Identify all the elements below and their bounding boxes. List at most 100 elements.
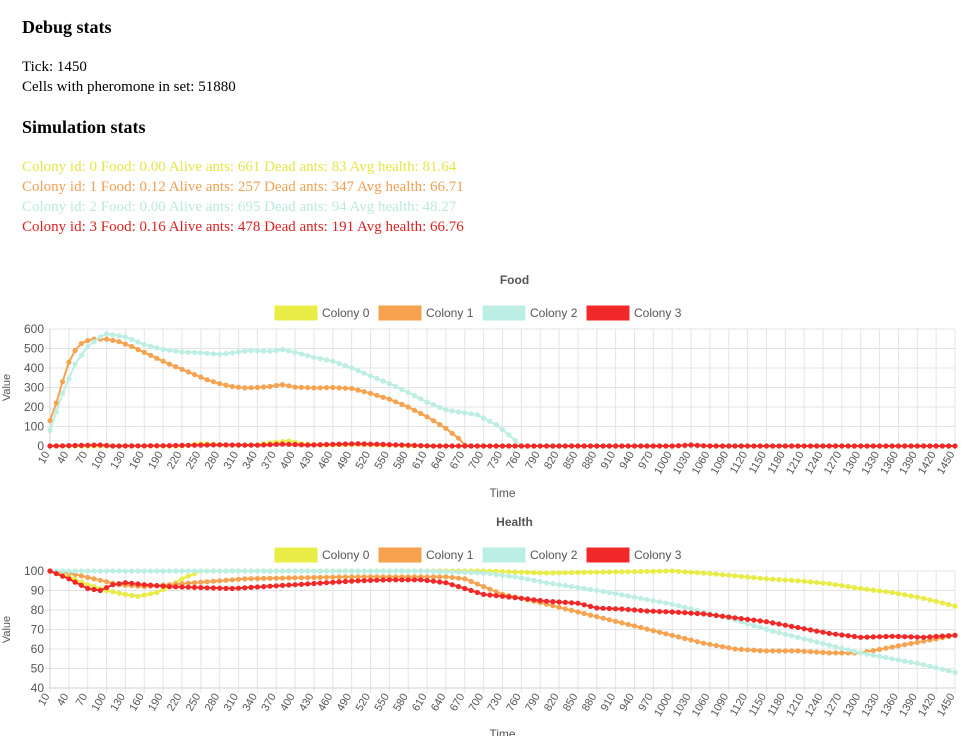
data-point <box>122 334 128 340</box>
data-point <box>587 612 594 618</box>
data-point <box>273 583 279 589</box>
data-point <box>657 629 663 635</box>
data-point <box>292 575 298 581</box>
data-point <box>870 648 876 654</box>
data-point <box>468 443 474 449</box>
data-point <box>833 631 839 637</box>
data-point <box>745 647 751 653</box>
x-tick-label: 1330 <box>860 692 883 719</box>
data-point <box>60 390 66 396</box>
data-point <box>606 617 612 623</box>
data-point <box>688 606 694 612</box>
data-point <box>217 568 223 574</box>
data-point <box>261 348 267 354</box>
data-point <box>129 580 135 586</box>
data-point <box>148 582 154 588</box>
data-point <box>411 393 418 399</box>
data-point <box>613 606 619 612</box>
legend-item: Colony 3 <box>586 305 682 321</box>
data-point <box>826 650 832 656</box>
data-point <box>481 443 487 449</box>
data-point <box>437 579 443 585</box>
data-point <box>770 443 776 449</box>
data-point <box>229 442 235 448</box>
data-point <box>833 644 839 650</box>
data-point <box>518 595 525 601</box>
data-point <box>537 578 543 585</box>
x-tick-label: 40 <box>55 692 72 709</box>
data-point <box>462 576 468 582</box>
data-point <box>833 650 839 656</box>
data-point <box>317 385 323 391</box>
data-point <box>914 639 920 645</box>
data-point <box>575 600 581 606</box>
data-point <box>361 574 367 580</box>
data-point <box>336 568 342 574</box>
x-tick-label: 310 <box>222 450 242 472</box>
data-point <box>91 339 97 345</box>
y-tick-label: 100 <box>24 564 44 578</box>
data-point <box>399 577 405 583</box>
data-point <box>443 574 449 580</box>
data-point <box>361 568 367 574</box>
data-point <box>550 570 556 576</box>
data-point <box>78 352 84 358</box>
x-tick-label: 190 <box>146 692 166 714</box>
data-point <box>619 569 625 575</box>
data-point <box>160 443 166 449</box>
data-point <box>795 578 801 584</box>
data-point <box>311 574 317 581</box>
colony-3-stats: Colony id: 3 Food: 0.16 Alive ants: 478 … <box>22 219 464 235</box>
data-point <box>191 568 198 574</box>
data-point <box>179 576 185 582</box>
data-point <box>342 363 348 369</box>
data-point <box>336 574 342 580</box>
data-point <box>594 587 600 594</box>
data-point <box>305 353 311 359</box>
data-point <box>254 384 260 391</box>
data-point <box>732 573 738 579</box>
x-tick-label: 880 <box>580 450 600 472</box>
data-point <box>279 382 286 388</box>
data-point <box>820 649 826 656</box>
data-point <box>600 605 606 611</box>
data-point <box>851 585 858 591</box>
data-point <box>374 375 380 381</box>
x-tick-label: 670 <box>448 692 468 714</box>
legend-item: Colony 2 <box>482 547 578 563</box>
data-point <box>399 386 405 393</box>
data-point <box>72 347 78 354</box>
data-point <box>210 568 216 574</box>
data-point <box>738 443 744 449</box>
data-point <box>367 390 374 396</box>
data-point <box>952 603 958 609</box>
data-point <box>575 443 581 449</box>
data-point <box>430 418 436 424</box>
data-point <box>449 430 455 436</box>
data-point <box>78 341 84 347</box>
data-point <box>311 442 317 448</box>
data-point <box>858 585 864 592</box>
data-point <box>298 575 304 581</box>
x-tick-label: 1390 <box>897 692 920 719</box>
data-point <box>776 621 782 627</box>
data-point <box>330 574 336 580</box>
data-point <box>305 575 311 581</box>
data-point <box>487 592 493 598</box>
x-tick-label: 400 <box>278 450 298 472</box>
data-point <box>707 641 713 647</box>
x-tick-label: 40 <box>55 450 72 467</box>
data-point <box>78 573 84 579</box>
data-point <box>317 568 323 574</box>
data-point <box>455 443 462 449</box>
data-point <box>902 634 908 640</box>
data-point <box>104 442 110 449</box>
x-tick-label: 760 <box>504 450 524 472</box>
x-tick-label: 910 <box>599 450 619 472</box>
data-point <box>789 623 795 629</box>
data-point <box>512 437 518 443</box>
x-tick-label: 250 <box>184 692 204 714</box>
data-point <box>487 571 493 577</box>
data-point <box>349 441 355 447</box>
data-point <box>682 610 688 616</box>
